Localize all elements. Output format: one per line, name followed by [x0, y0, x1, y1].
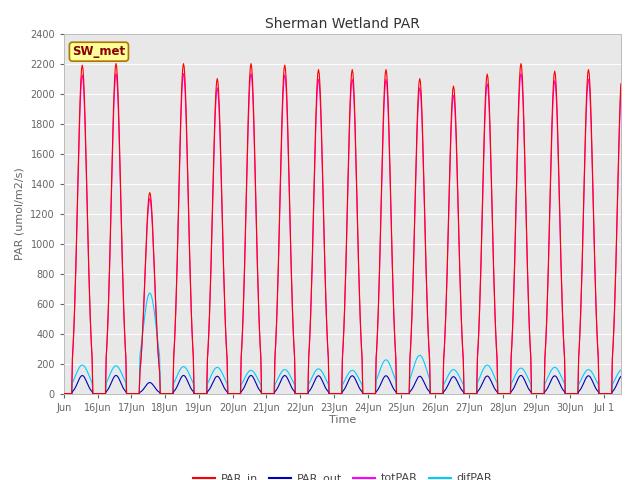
Title: Sherman Wetland PAR: Sherman Wetland PAR — [265, 17, 420, 31]
X-axis label: Time: Time — [329, 415, 356, 425]
Text: SW_met: SW_met — [72, 45, 125, 58]
Legend: PAR_in, PAR_out, totPAR, difPAR: PAR_in, PAR_out, totPAR, difPAR — [188, 469, 497, 480]
Y-axis label: PAR (umol/m2/s): PAR (umol/m2/s) — [15, 167, 25, 260]
